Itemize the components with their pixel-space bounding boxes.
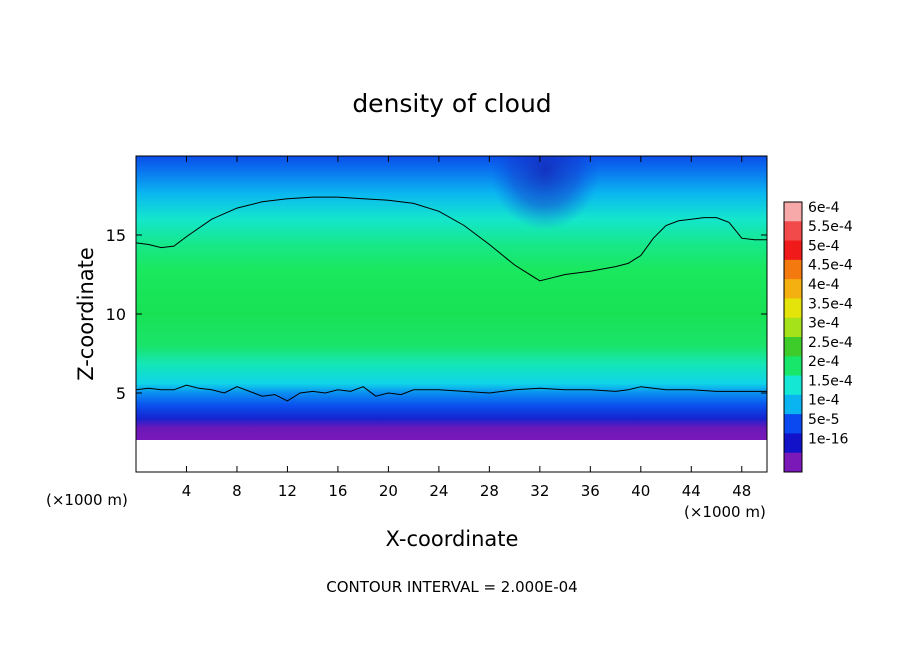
x-tick-label: 28 [480, 482, 499, 500]
colorbar-label: 6e-4 [808, 200, 840, 216]
colorbar-swatch [784, 337, 802, 357]
colorbar-swatch [784, 298, 802, 319]
x-axis-ticks: 4 8 12 16 20 24 28 32 36 40 44 48 [182, 156, 751, 500]
colorbar-swatch [784, 279, 802, 299]
y-axis-ticks: 5 10 15 [106, 226, 767, 403]
x-tick-label: 40 [631, 482, 650, 500]
x-tick-label: 16 [328, 482, 347, 500]
y-tick-label: 10 [106, 305, 126, 324]
colorbar-swatch [784, 259, 802, 280]
colorbar-label: 3.5e-4 [808, 296, 853, 312]
colorbar-label: 4.5e-4 [808, 258, 853, 274]
y-axis-label: Z-coordinate [74, 247, 98, 381]
colorbar-label: 3e-4 [808, 316, 840, 332]
x-tick-label: 24 [429, 482, 448, 500]
colorbar-label: 4e-4 [808, 277, 840, 293]
y-tick-label: 15 [106, 226, 126, 245]
colorbar-label: 2.5e-4 [808, 335, 853, 351]
colorbar-frame [783, 201, 803, 473]
x-tick-label: 44 [682, 482, 701, 500]
y-tick-label: 5 [116, 384, 126, 403]
plot-area [136, 156, 767, 472]
low-density-region [490, 156, 600, 230]
colorbar-swatch [784, 433, 802, 454]
contour-interval-note: CONTOUR INTERVAL = 2.000E-04 [326, 578, 577, 596]
colorbar: 6e-4 5.5e-4 5e-4 4.5e-4 4e-4 3.5e-4 3e-4 2.5e-4… [783, 200, 853, 473]
x-axis-label: X-coordinate [386, 527, 519, 551]
colorbar-swatch [784, 375, 802, 396]
colorbar-label: 2e-4 [808, 354, 840, 370]
colorbar-label: 1.5e-4 [808, 373, 853, 389]
x-tick-label: 4 [182, 482, 192, 500]
x-tick-label: 20 [379, 482, 398, 500]
colorbar-swatch [784, 394, 802, 415]
colorbar-swatch [784, 414, 802, 434]
chart-title: density of cloud [352, 89, 551, 118]
density-field [136, 156, 767, 472]
no-cloud-region [136, 440, 767, 472]
x-unit-label-right: (×1000 m) [684, 503, 766, 521]
x-tick-label: 36 [581, 482, 600, 500]
colorbar-swatch [784, 221, 802, 242]
x-tick-label: 8 [232, 482, 242, 500]
colorbar-label: 5.5e-4 [808, 219, 853, 235]
colorbar-swatch [784, 452, 802, 473]
colorbar-label: 1e-4 [808, 393, 840, 409]
colorbar-swatch [784, 240, 802, 261]
colorbar-swatch [784, 317, 802, 338]
contour-line-lower [136, 384, 767, 402]
x-tick-label: 12 [278, 482, 297, 500]
x-tick-label: 48 [732, 482, 751, 500]
colorbar-label: 5e-5 [808, 412, 839, 428]
x-tick-label: 32 [530, 482, 549, 500]
colorbar-label: 1e-16 [808, 431, 848, 447]
contour-line-upper [136, 196, 767, 282]
colorbar-swatch [784, 356, 802, 377]
x-unit-label: (×1000 m) [46, 491, 128, 509]
colorbar-swatch [784, 202, 802, 222]
colorbar-label: 5e-4 [808, 238, 840, 254]
